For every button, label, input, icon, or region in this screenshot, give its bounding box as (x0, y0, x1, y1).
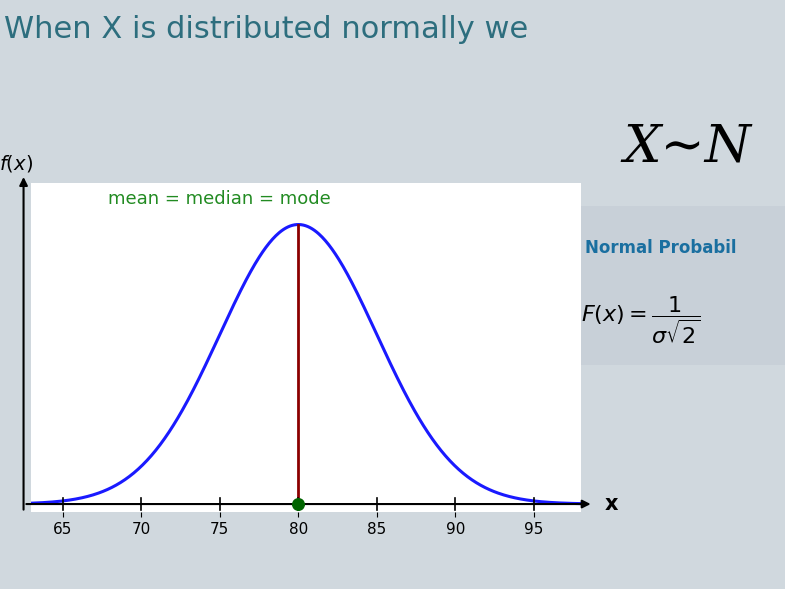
Point (292, 499, 305, 509)
Text: X∼N: X∼N (623, 122, 750, 173)
Text: Normal Probabil: Normal Probabil (585, 239, 736, 257)
Text: $\mathbf{x}$: $\mathbf{x}$ (604, 494, 619, 514)
Text: $F(x) = \dfrac{1}{\sigma\sqrt{2}}$: $F(x) = \dfrac{1}{\sigma\sqrt{2}}$ (581, 294, 700, 346)
Text: mean = median = mode: mean = median = mode (108, 190, 331, 208)
Text: When X is distributed normally we: When X is distributed normally we (4, 15, 528, 44)
Text: $f(x)$: $f(x)$ (0, 153, 33, 174)
Bar (577, 206, 785, 365)
